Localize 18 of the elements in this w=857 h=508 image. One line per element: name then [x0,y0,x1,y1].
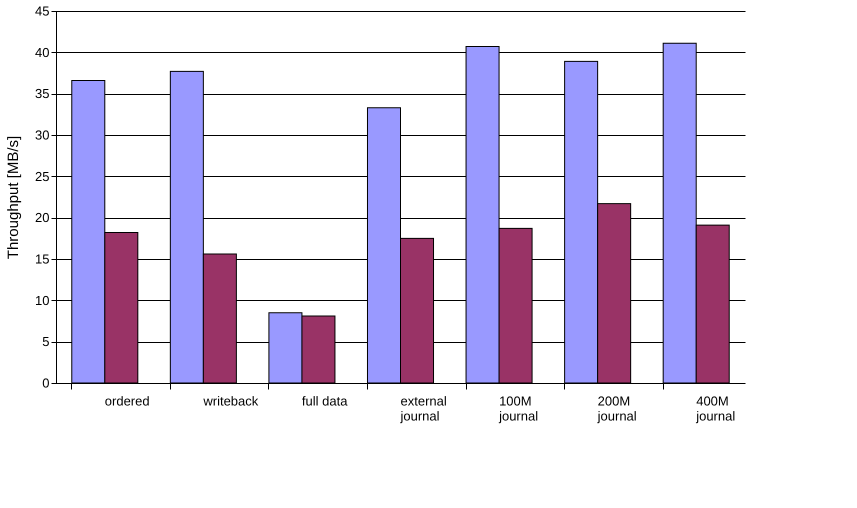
y-axis-title: Throughput [MB/s] [5,136,22,260]
x-tick-label: ordered [104,394,150,408]
x-tick-label: 200M journal [596,394,637,424]
x-tick-label: writeback [202,394,259,408]
y-tick-label: 15 [35,252,50,266]
y-tick-label: 30 [35,128,50,142]
y-tick-label: 40 [35,44,50,60]
y-tick-label: 45 [35,4,50,18]
x-tick-label: full data [302,394,348,408]
y-tick-label: 25 [35,168,50,184]
y-tick-label: 5 [42,334,50,350]
x-tick-label: external journal [400,394,447,424]
x-tick-label: 100M journal [498,394,538,424]
x-tick-label: 400M journal [695,394,736,424]
y-tick-label: 10 [35,292,50,308]
y-tick-label: 35 [35,86,50,102]
y-tick-label: 0 [42,376,50,390]
y-tick-label: 20 [35,210,50,226]
